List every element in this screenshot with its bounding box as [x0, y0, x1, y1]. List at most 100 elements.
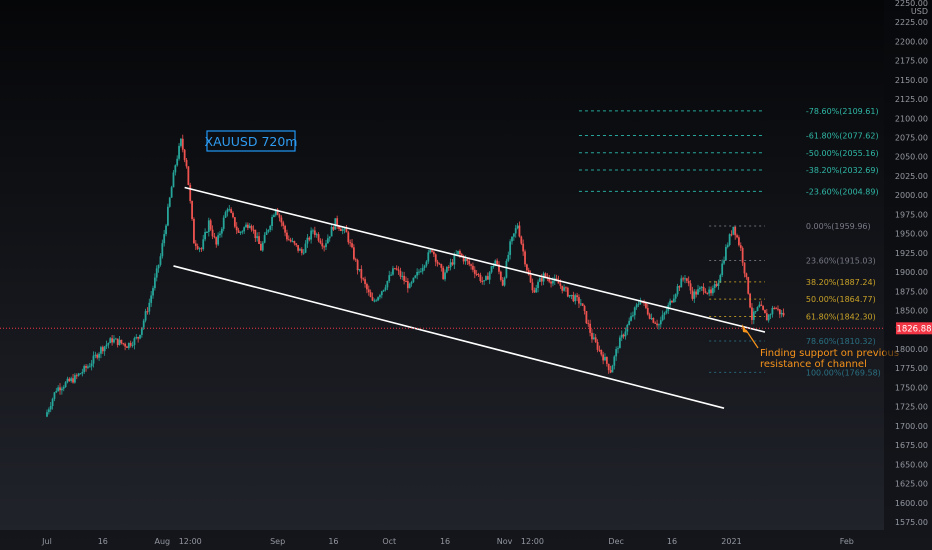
candle-body: [698, 287, 701, 290]
candle-body: [284, 225, 286, 233]
candle-body: [658, 324, 660, 326]
candle-body: [369, 292, 372, 298]
candle-body: [146, 311, 149, 313]
candle-body: [674, 294, 677, 299]
candle-body: [325, 243, 327, 248]
candle-body: [90, 363, 93, 367]
annotation-line-2: resistance of channel: [760, 359, 867, 370]
candle-body: [178, 145, 180, 159]
candle-body: [669, 300, 671, 306]
x-tick-label: Jul: [41, 537, 52, 546]
x-tick-label: 16: [328, 537, 338, 546]
candle-body: [317, 234, 320, 241]
candle-body: [717, 282, 720, 286]
candle-body: [140, 327, 143, 335]
candle-body: [730, 234, 733, 236]
candle-body: [462, 256, 465, 262]
candle-body: [183, 149, 186, 160]
candle-body: [403, 275, 406, 282]
y-tick-label: 1800.00: [895, 345, 928, 354]
candle-body: [764, 309, 766, 314]
candle-body: [762, 305, 764, 310]
candle-body: [131, 345, 134, 347]
candle-body: [239, 231, 242, 233]
candle-body: [525, 264, 528, 271]
candle-body: [782, 312, 785, 316]
candle-body: [265, 231, 268, 235]
candle-body: [62, 387, 65, 389]
candle-body: [745, 273, 748, 278]
x-axis[interactable]: Jul 16 Aug 12:00 Sep 16 Oct 16 Nov 12:00 Dec 16 2021…: [0, 530, 884, 550]
candle-body: [449, 262, 452, 268]
y-tick-label: 1925.00: [895, 249, 928, 258]
candle-body: [659, 320, 662, 325]
candle-body: [592, 337, 595, 340]
candle-body: [142, 320, 145, 328]
candle-body: [293, 241, 296, 244]
candle-body: [282, 222, 285, 226]
candle-body: [581, 303, 584, 306]
candle-body: [87, 366, 89, 368]
candle-body: [710, 289, 712, 294]
candle-body: [440, 264, 443, 268]
candle-body: [602, 354, 605, 361]
candle-body: [613, 356, 616, 366]
candle-body: [75, 375, 78, 377]
candle-body: [485, 276, 487, 281]
candle-body: [386, 280, 389, 288]
candle-body: [620, 334, 623, 338]
candle-body: [129, 342, 132, 346]
candle-body: [687, 280, 690, 284]
y-axis[interactable]: 2250.00 USD 1575.00 1600.00 1625.00 1650.00…: [884, 0, 932, 550]
candle-body: [330, 226, 333, 237]
y-tick-label: 1625.00: [895, 480, 928, 489]
candle-body: [529, 274, 532, 283]
candle-body: [57, 387, 60, 392]
candle-body: [170, 187, 173, 198]
candle-body: [163, 234, 166, 244]
candle-body: [442, 267, 445, 280]
candle-body: [390, 274, 392, 276]
candle-body: [479, 274, 482, 282]
candle-body: [334, 218, 337, 230]
fib-level-label: 61.80%(1842.30): [806, 312, 876, 321]
y-tick-label: 2000.00: [895, 191, 928, 200]
candle-body: [425, 261, 428, 266]
candle-body: [237, 230, 240, 233]
symbol-label[interactable]: XAUUSD 720m: [205, 130, 298, 152]
channel-line: [173, 265, 725, 409]
candle-body: [371, 297, 374, 301]
candle-body: [235, 226, 238, 231]
candle-body: [507, 254, 510, 261]
candle-body: [622, 334, 625, 337]
candle-body: [477, 274, 480, 276]
candle-body: [503, 277, 506, 286]
candle-body: [578, 297, 580, 304]
candle-body: [446, 266, 448, 273]
candle-body: [643, 302, 645, 304]
candle-body: [127, 342, 130, 348]
candle-body: [473, 269, 476, 274]
candle-body: [736, 235, 738, 238]
candle-body: [646, 307, 649, 315]
candle-body: [568, 295, 571, 297]
y-tick-label: 2150.00: [895, 76, 928, 85]
candle-body: [738, 237, 740, 246]
candle-body: [202, 239, 205, 250]
candle-body: [775, 308, 778, 310]
candle-body: [680, 278, 683, 288]
fib-level-label: 0.00%(1959.96): [806, 222, 871, 231]
candle-body: [79, 373, 82, 375]
candle-body: [72, 378, 74, 383]
candle-body: [276, 209, 279, 215]
candle-body: [401, 275, 404, 277]
candle-body: [358, 269, 361, 271]
candle-body: [518, 225, 521, 237]
candle-body: [302, 252, 305, 254]
candle-body: [336, 218, 339, 227]
candle-body: [339, 228, 342, 231]
candle-body: [570, 294, 573, 296]
candle-body: [252, 229, 255, 231]
candle-body: [338, 226, 340, 229]
